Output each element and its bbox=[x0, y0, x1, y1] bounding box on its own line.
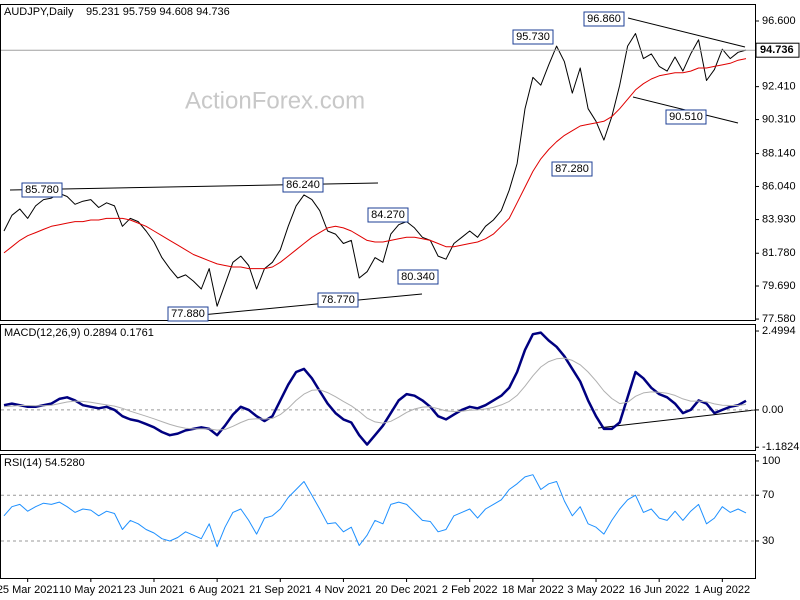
annotation: 95.730 bbox=[516, 31, 550, 43]
y-tick-label: 90.310 bbox=[762, 113, 796, 125]
symbol-title: AUDJPY,Daily bbox=[4, 6, 74, 18]
rsi-panel bbox=[0, 454, 756, 579]
series-line bbox=[3, 357, 747, 431]
x-tick-label: 10 May 2021 bbox=[59, 584, 123, 596]
annotation: 78.770 bbox=[321, 294, 355, 306]
x-tick-label: 20 Dec 2021 bbox=[375, 584, 437, 596]
y-tick-label: 79.690 bbox=[762, 280, 796, 292]
annotation: 90.510 bbox=[669, 111, 703, 123]
annotation: 87.280 bbox=[555, 163, 589, 175]
x-tick-label: 2 Feb 2022 bbox=[442, 584, 498, 596]
y-tick-label: 86.040 bbox=[762, 180, 796, 192]
y-tick-label: -1.1824 bbox=[762, 441, 799, 453]
annotation-box bbox=[317, 292, 359, 308]
y-tick-label: 70 bbox=[762, 489, 774, 501]
annotation-box bbox=[167, 306, 209, 322]
y-tick-label: 77.580 bbox=[762, 313, 796, 325]
annotation: 85.780 bbox=[25, 184, 59, 196]
y-tick-label: 100 bbox=[762, 455, 780, 467]
annotation-box bbox=[512, 29, 554, 45]
annotation-box bbox=[665, 109, 707, 125]
macd-title: MACD(12,26,9) 0.2894 0.1761 bbox=[4, 327, 154, 339]
trend-line bbox=[169, 293, 423, 319]
series-line bbox=[3, 33, 747, 307]
y-tick-label: 2.4994 bbox=[762, 325, 796, 337]
price-panel bbox=[0, 4, 756, 321]
annotation: 77.880 bbox=[171, 308, 205, 320]
y-tick-label: 30 bbox=[762, 535, 774, 547]
annotation-box bbox=[583, 11, 625, 27]
y-tick-label: 96.600 bbox=[762, 15, 796, 27]
y-tick-label: 92.410 bbox=[762, 81, 796, 93]
annotation: 80.340 bbox=[401, 271, 435, 283]
y-tick-label: 83.930 bbox=[762, 213, 796, 225]
annotation-box bbox=[21, 182, 63, 198]
annotation: 96.860 bbox=[587, 13, 621, 25]
x-tick-label: 1 Aug 2022 bbox=[694, 584, 750, 596]
trend-line bbox=[597, 409, 756, 429]
annotation-box bbox=[282, 177, 324, 193]
x-tick-label: 25 Mar 2021 bbox=[0, 584, 59, 596]
y-tick-label: 81.780 bbox=[762, 247, 796, 259]
series-line bbox=[3, 474, 747, 548]
x-tick-label: 16 Jun 2022 bbox=[629, 584, 690, 596]
y-tick-label: 88.140 bbox=[762, 147, 796, 159]
annotation-box bbox=[367, 207, 409, 223]
trend-line bbox=[627, 17, 746, 48]
series-line bbox=[3, 331, 747, 446]
x-tick-label: 3 May 2022 bbox=[567, 584, 624, 596]
series-line bbox=[3, 58, 747, 270]
quote: 95.231 95.759 94.608 94.736 bbox=[86, 6, 230, 18]
x-tick-label: 4 Nov 2021 bbox=[315, 584, 371, 596]
x-tick-label: 18 Mar 2022 bbox=[502, 584, 564, 596]
annotation: 86.240 bbox=[286, 179, 320, 191]
rsi-title: RSI(14) 54.5280 bbox=[4, 457, 85, 469]
x-tick-label: 6 Aug 2021 bbox=[189, 584, 245, 596]
y-tick-label: 0.00 bbox=[762, 404, 783, 416]
x-tick-label: 21 Sep 2021 bbox=[249, 584, 311, 596]
watermark: ActionForex.com bbox=[185, 87, 365, 114]
annotation-box bbox=[551, 161, 593, 177]
annotation: 84.270 bbox=[371, 209, 405, 221]
macd-panel bbox=[0, 324, 756, 451]
annotation-box bbox=[397, 269, 439, 285]
last-price-label: 94.736 bbox=[760, 44, 794, 56]
x-tick-label: 23 Jun 2021 bbox=[124, 584, 185, 596]
last-price-box bbox=[755, 42, 800, 58]
